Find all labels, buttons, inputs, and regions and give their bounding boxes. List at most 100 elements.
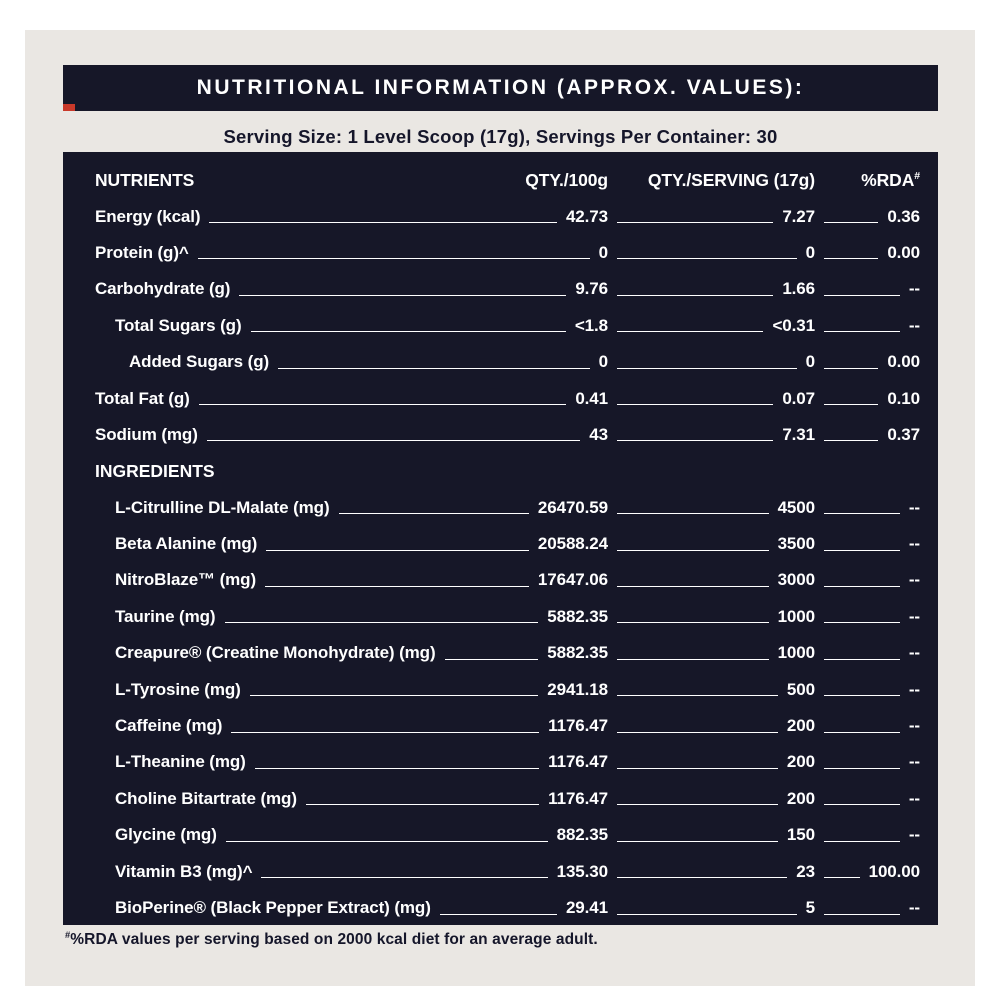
qty-100g-value: 43 bbox=[589, 424, 608, 444]
footnote-superscript: # bbox=[65, 930, 71, 940]
leader-line bbox=[617, 549, 769, 551]
row-segment: 43 bbox=[198, 425, 608, 445]
ingredients-section-title: INGREDIENTS bbox=[95, 460, 215, 481]
table-header-row: NUTRIENTS QTY./100g QTY./SERVING (17g) %… bbox=[95, 162, 920, 198]
row-segment: 1.66 bbox=[608, 279, 815, 299]
row-segment: -- bbox=[815, 716, 920, 736]
leader-line bbox=[824, 294, 900, 296]
qty-100g-value: 26470.59 bbox=[537, 497, 608, 517]
leader-line bbox=[231, 731, 540, 733]
leader-line bbox=[206, 440, 581, 442]
leader-line bbox=[224, 622, 539, 624]
row-segment: 1000 bbox=[608, 607, 815, 627]
qty-serving-value: 150 bbox=[786, 825, 815, 845]
leader-line bbox=[824, 804, 900, 806]
leader-line bbox=[824, 549, 900, 551]
footnote-text: %RDA values per serving based on 2000 kc… bbox=[70, 931, 598, 949]
leader-line bbox=[209, 222, 557, 224]
rda-value: -- bbox=[908, 497, 920, 517]
row-label: L-Tyrosine (mg) bbox=[115, 679, 241, 699]
leader-line bbox=[824, 222, 879, 224]
table-row: L-Tyrosine (mg) 2941.18 500 -- bbox=[95, 671, 920, 707]
red-accent-mark bbox=[63, 104, 75, 111]
row-label: Choline Bitartrate (mg) bbox=[115, 788, 297, 808]
row-segment: 2941.18 bbox=[241, 680, 608, 700]
row-segment: 26470.59 bbox=[330, 498, 608, 518]
qty-serving-value: 1.66 bbox=[782, 279, 815, 299]
leader-line bbox=[261, 877, 548, 879]
qty-serving-value: 3000 bbox=[777, 570, 816, 590]
qty-serving-value: 200 bbox=[786, 788, 815, 808]
row-segment: 200 bbox=[608, 716, 815, 736]
row-segment: 5 bbox=[608, 898, 815, 918]
row-segment: 3500 bbox=[608, 534, 815, 554]
row-segment: 9.76 bbox=[230, 279, 608, 299]
rda-value: -- bbox=[908, 898, 920, 917]
leader-line bbox=[617, 804, 778, 806]
leader-line bbox=[266, 549, 529, 551]
col-header-rda-wrap: %RDA# bbox=[815, 170, 920, 191]
table-row: L-Citrulline DL-Malate (mg) 26470.59 4500 -… bbox=[95, 490, 920, 526]
row-segment: 0 bbox=[608, 243, 815, 263]
row-segment: 0 bbox=[608, 352, 815, 372]
table-row: L-Theanine (mg) 1176.47 200 -- bbox=[95, 744, 920, 780]
row-segment: 17647.06 bbox=[256, 570, 608, 590]
leader-line bbox=[225, 840, 548, 842]
qty-100g-value: 1176.47 bbox=[548, 788, 608, 808]
rda-value: -- bbox=[908, 279, 920, 299]
row-segment: -- bbox=[815, 316, 920, 336]
table-row: Choline Bitartrate (mg) 1176.47 200 -- bbox=[95, 781, 920, 817]
rda-value: 0.37 bbox=[887, 424, 920, 444]
qty-serving-value: 1000 bbox=[777, 643, 816, 663]
row-segment: 0 bbox=[189, 243, 608, 263]
row-label: Protein (g)^ bbox=[95, 242, 189, 262]
row-segment: 1176.47 bbox=[297, 789, 608, 809]
qty-100g-value: 17647.06 bbox=[537, 570, 608, 590]
row-label: L-Citrulline DL-Malate (mg) bbox=[115, 497, 330, 517]
leader-line bbox=[198, 404, 567, 406]
leader-line bbox=[617, 695, 778, 697]
row-segment: 0.00 bbox=[815, 243, 920, 263]
qty-100g-value: 20588.24 bbox=[537, 534, 608, 554]
table-row: Glycine (mg) 882.35 150 -- bbox=[95, 817, 920, 853]
leader-line bbox=[239, 294, 567, 296]
rda-value: -- bbox=[908, 825, 920, 845]
row-segment: 5882.35 bbox=[216, 606, 608, 627]
table-row: Creapure® (Creatine Monohydrate) (mg) 588… bbox=[95, 635, 920, 671]
leader-line bbox=[338, 513, 529, 515]
qty-serving-value: 0 bbox=[805, 352, 815, 372]
row-label: Total Fat (g) bbox=[95, 388, 190, 408]
row-label: Taurine (mg) bbox=[115, 606, 216, 626]
rda-value: -- bbox=[908, 606, 920, 626]
leader-line bbox=[824, 695, 900, 697]
leader-line bbox=[617, 877, 788, 879]
leader-line bbox=[824, 367, 879, 369]
qty-100g-value: 135.30 bbox=[556, 861, 609, 881]
row-label: L-Theanine (mg) bbox=[115, 752, 246, 772]
row-segment: 150 bbox=[608, 825, 815, 845]
row-segment: 0.36 bbox=[815, 207, 920, 227]
table-row: Total Sugars (g) <1.8 <0.31 -- bbox=[95, 308, 920, 344]
row-segment: 29.41 bbox=[431, 898, 608, 918]
qty-100g-value: 1176.47 bbox=[548, 716, 608, 736]
leader-line bbox=[278, 367, 590, 369]
leader-line bbox=[617, 331, 764, 333]
table-row: Vitamin B3 (mg)^ 135.30 23 100.00 bbox=[95, 853, 920, 889]
row-segment: 4500 bbox=[608, 498, 815, 518]
qty-100g-value: 1176.47 bbox=[548, 752, 608, 772]
row-segment: -- bbox=[815, 607, 920, 627]
rda-value: -- bbox=[908, 643, 920, 663]
title-bar: NUTRITIONAL INFORMATION (APPROX. VALUES)… bbox=[63, 65, 938, 111]
rda-value: -- bbox=[908, 752, 920, 772]
serving-size-line: Serving Size: 1 Level Scoop (17g), Servi… bbox=[223, 126, 778, 147]
qty-100g-value: 882.35 bbox=[556, 825, 609, 845]
qty-100g-value: 5882.35 bbox=[547, 606, 608, 626]
row-segment: -- bbox=[815, 752, 920, 772]
col-header-serving: QTY./SERVING (17g) bbox=[647, 169, 815, 190]
qty-100g-value: 2941.18 bbox=[547, 679, 608, 699]
qty-100g-value: 5882.35 bbox=[547, 643, 608, 663]
leader-line bbox=[617, 622, 769, 624]
row-segment: 1176.47 bbox=[246, 752, 608, 772]
leader-line bbox=[824, 440, 879, 442]
qty-100g-value: <1.8 bbox=[574, 315, 608, 335]
